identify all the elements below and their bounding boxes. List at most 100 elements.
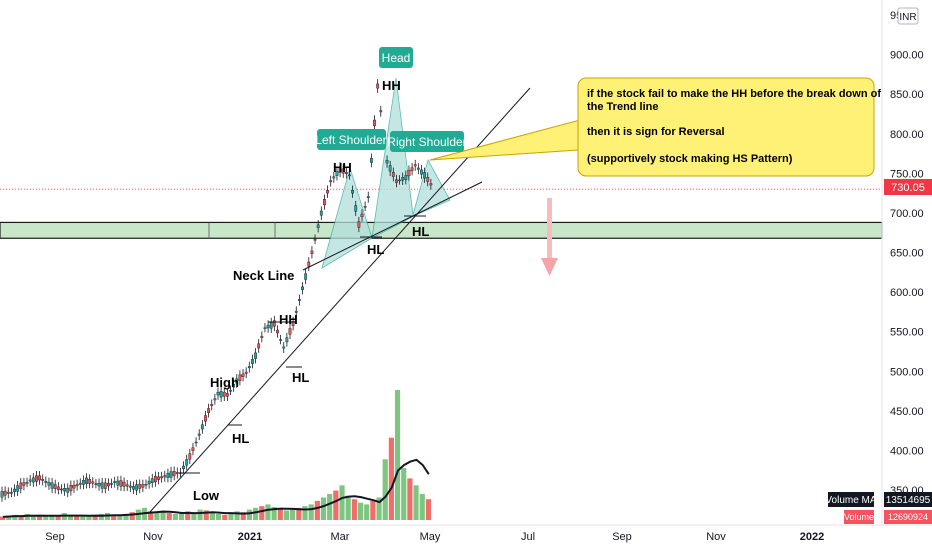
candle-body <box>200 424 204 430</box>
candle-body <box>344 172 348 174</box>
candle-body <box>44 480 48 483</box>
callout-box[interactable] <box>577 77 875 177</box>
candle-body <box>213 398 217 401</box>
volume-bar <box>55 515 61 520</box>
volume-bar <box>24 513 30 520</box>
volume-bar <box>240 512 246 520</box>
candle-body <box>426 177 430 182</box>
candle-body <box>6 491 10 494</box>
callout-line-1: if the stock fail to make the HH before … <box>587 88 881 100</box>
candle-body <box>410 167 414 171</box>
support-zone-rect[interactable] <box>0 221 883 239</box>
down-arrow-icon <box>541 198 558 276</box>
candle-body <box>66 487 70 493</box>
candle-body <box>191 447 195 451</box>
candle-body <box>103 482 107 489</box>
volume-bar <box>302 506 308 520</box>
volume-value-badge <box>884 510 932 524</box>
candle-body <box>225 393 229 397</box>
y-tick-label: 550.00 <box>890 327 924 339</box>
candle-body <box>75 484 79 487</box>
candle-body <box>150 478 154 484</box>
x-tick-label: 2021 <box>238 531 262 543</box>
candle-body <box>160 476 164 479</box>
candle-body <box>244 371 248 374</box>
candle-body <box>266 324 270 329</box>
uptrend-line[interactable] <box>149 87 531 513</box>
hl-label-1: HL <box>367 242 384 257</box>
candle-body <box>16 485 20 492</box>
volume-bar <box>166 513 172 520</box>
volume-bar <box>357 502 364 520</box>
volume-bar <box>43 516 49 520</box>
volume-bar <box>419 494 425 520</box>
candle-body <box>91 481 95 484</box>
x-tick-label: Jul <box>521 531 535 543</box>
candle-body <box>263 327 267 329</box>
volume-bar <box>197 509 203 520</box>
volume-bar <box>382 459 388 520</box>
volume-bar <box>351 499 357 520</box>
candle-body <box>19 482 23 489</box>
volume-bar <box>222 514 228 520</box>
last-price-value: 730.05 <box>891 182 925 194</box>
x-tick-label: Sep <box>45 531 65 543</box>
candles <box>0 79 433 502</box>
left-shoulder-tag[interactable]: Left Shoulder <box>315 129 387 150</box>
volume-bar <box>30 514 37 520</box>
time-axis[interactable]: Sep Nov 2021 Mar May Jul Sep Nov 2022 <box>45 531 824 543</box>
candle-body <box>141 484 145 488</box>
y-tick-label: 700.00 <box>890 208 924 220</box>
candle-body <box>363 206 367 208</box>
volume-value: 12690924 <box>888 512 928 522</box>
candle-body <box>316 224 320 228</box>
volume-bar <box>320 497 327 520</box>
volume-bar <box>129 512 135 520</box>
candle-body <box>323 198 326 206</box>
candle-body <box>395 179 398 183</box>
price-axis[interactable]: 950900.00850.00800.00750.00700.00650.006… <box>890 10 924 497</box>
candle-body <box>72 485 76 489</box>
candle-body <box>47 482 51 486</box>
candle-body <box>398 179 401 182</box>
currency-badge[interactable] <box>897 7 919 25</box>
candle-body <box>222 391 226 397</box>
candle-body <box>172 471 176 476</box>
candle-body <box>373 119 376 126</box>
volume-ma-label: Volume MA <box>825 495 876 506</box>
candle-body <box>313 239 317 241</box>
right-shoulder-tag[interactable]: Right Shoulder <box>387 131 467 152</box>
candle-body <box>138 483 142 489</box>
volume-badge <box>844 510 874 524</box>
candle-body <box>163 475 167 478</box>
candle-body <box>169 471 173 478</box>
candle-body <box>238 374 242 381</box>
volume-bar <box>92 514 98 520</box>
volume-bar <box>376 497 382 520</box>
candle-body <box>182 465 185 470</box>
volume-bar <box>178 512 185 520</box>
candle-body <box>366 196 370 199</box>
neck-line[interactable] <box>302 181 483 271</box>
volume-bar <box>216 513 222 520</box>
candle-body <box>388 165 392 172</box>
y-tick-label: 850.00 <box>890 89 924 101</box>
y-tick-label: 900.00 <box>890 50 924 62</box>
volume-bar <box>327 494 333 520</box>
candle-body <box>297 299 301 301</box>
candle-body <box>135 484 139 491</box>
candle-body <box>272 320 276 327</box>
candle-body <box>420 169 423 175</box>
y-tick-label: 750.00 <box>890 168 924 180</box>
volume-bar <box>283 510 290 520</box>
candle-body <box>260 335 264 338</box>
volume-bar <box>12 514 18 520</box>
candle-body <box>416 167 420 170</box>
candle-body <box>25 482 29 484</box>
candle-body <box>210 404 214 406</box>
head-tag[interactable]: Head <box>379 47 413 68</box>
candle-body <box>332 176 336 179</box>
candle-body <box>326 190 329 194</box>
candle-body <box>69 485 73 492</box>
volume-bar <box>277 508 283 520</box>
